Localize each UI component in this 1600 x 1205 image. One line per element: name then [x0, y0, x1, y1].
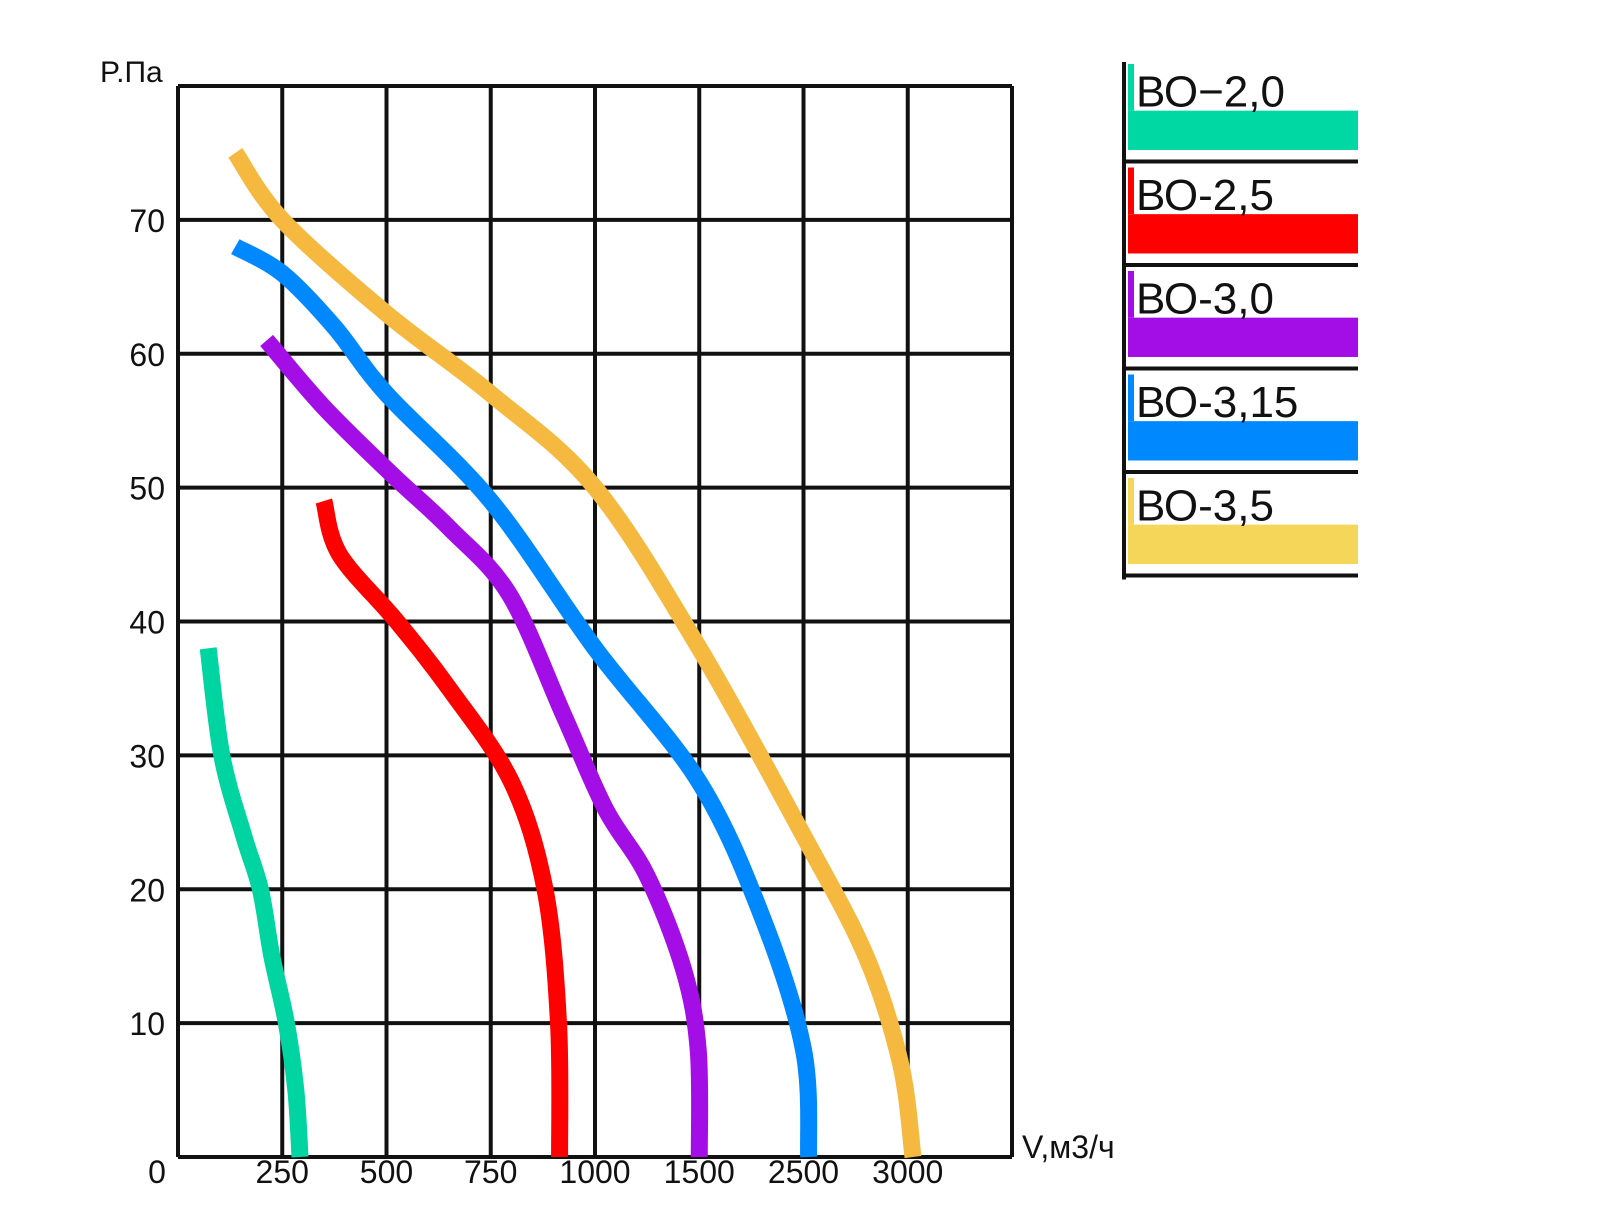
- x-tick-label: 250: [256, 1154, 309, 1190]
- x-tick-label: 500: [360, 1154, 413, 1190]
- legend-item: ВО−2,0: [1124, 64, 1358, 164]
- series-line: [231, 239, 818, 1158]
- grid: [176, 84, 1014, 1159]
- legend-swatch: [1128, 524, 1358, 564]
- y-tick-label: 60: [129, 337, 165, 373]
- legend-label: ВО-3,0: [1136, 275, 1274, 324]
- series-layer: [199, 148, 922, 1159]
- x-origin-label: 0: [148, 1154, 166, 1190]
- legend-tick: [1128, 374, 1134, 422]
- x-axis-label: V,м3/ч: [1022, 1129, 1115, 1165]
- legend-tick: [1128, 167, 1134, 215]
- series-line: [228, 148, 922, 1159]
- legend-swatch: [1128, 214, 1358, 254]
- legend-swatch: [1128, 421, 1358, 461]
- legend-label: ВО−2,0: [1136, 68, 1285, 117]
- series-line: [260, 334, 709, 1158]
- y-tick-label: 40: [129, 605, 165, 641]
- legend-item: ВО-3,5: [1124, 478, 1358, 578]
- legend-item: ВО-3,0: [1124, 271, 1358, 371]
- legend-label: ВО-2,5: [1136, 171, 1274, 220]
- y-tick-label: 70: [129, 203, 165, 239]
- axes: P.Па V,м3/ч 0 10 20 30 40 50 60 70 250 500 750 100…: [100, 56, 1115, 1190]
- y-tick-label: 10: [129, 1006, 165, 1042]
- legend-tick: [1128, 478, 1134, 525]
- y-tick-label: 50: [129, 471, 165, 507]
- y-tick-label: 30: [129, 738, 165, 774]
- series-line: [199, 647, 309, 1158]
- series-line: [315, 498, 569, 1158]
- y-axis-label: P.Па: [100, 56, 163, 89]
- legend-label: ВО-3,15: [1136, 378, 1298, 427]
- legend-item: ВО-3,15: [1124, 374, 1358, 474]
- legend: ВО−2,0 ВО-2,5 ВО-3,0 ВО-3,15 ВО-3,5: [1122, 62, 1358, 580]
- x-tick-label: 3000: [872, 1154, 943, 1190]
- legend-swatch: [1128, 317, 1358, 357]
- legend-tick: [1128, 64, 1134, 111]
- y-tick-label: 20: [129, 872, 165, 908]
- x-tick-label: 1500: [664, 1154, 735, 1190]
- legend-swatch: [1128, 110, 1358, 150]
- x-tick-label: 2500: [768, 1154, 839, 1190]
- legend-label: ВО-3,5: [1136, 482, 1274, 531]
- legend-tick: [1128, 271, 1134, 318]
- x-tick-label: 750: [464, 1154, 517, 1190]
- x-tick-label: 1000: [559, 1154, 630, 1190]
- legend-item: ВО-2,5: [1124, 167, 1358, 267]
